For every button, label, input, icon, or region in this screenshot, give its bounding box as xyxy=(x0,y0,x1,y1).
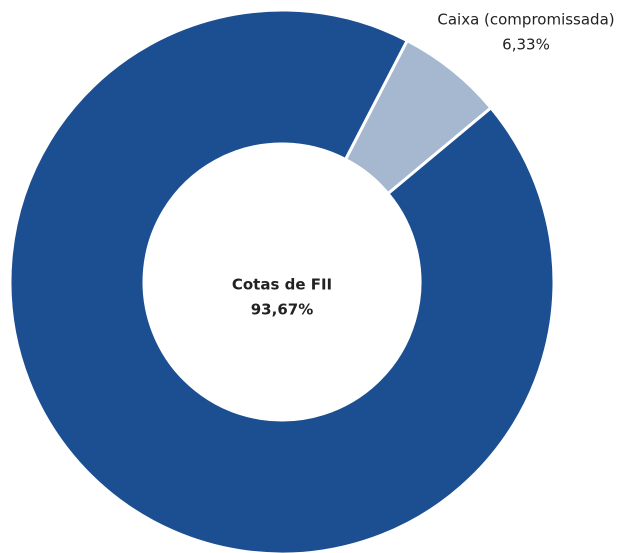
donut-slice xyxy=(8,8,556,553)
value-label: 6,33% xyxy=(502,36,550,54)
category-label: Cotas de FII xyxy=(232,276,332,294)
value-label: 93,67% xyxy=(251,301,313,319)
category-label: Caixa (compromissada) xyxy=(437,11,614,29)
